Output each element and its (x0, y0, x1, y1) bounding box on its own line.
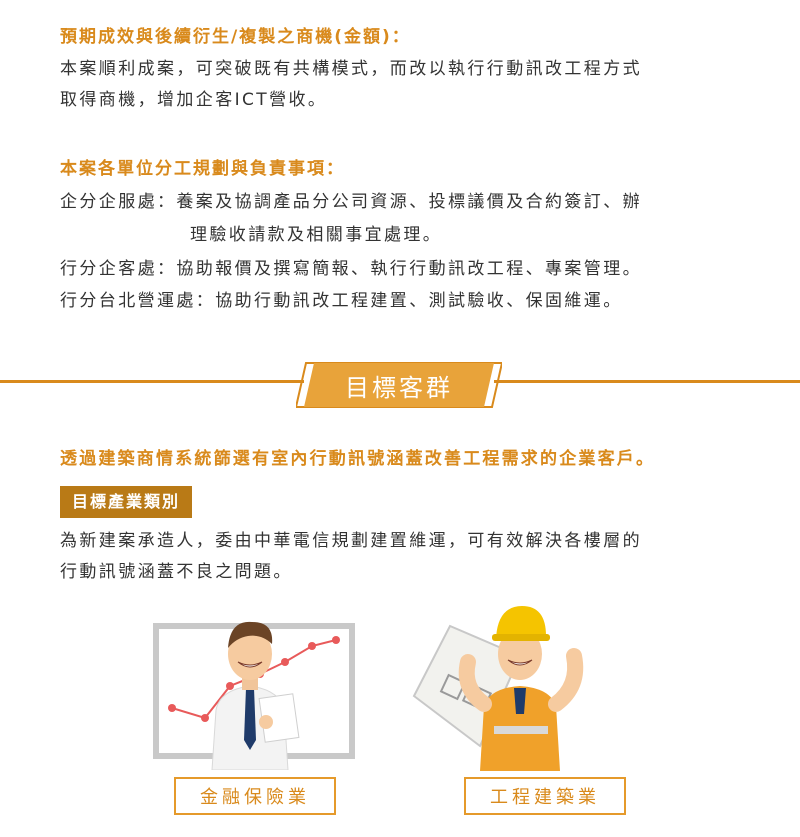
banner-line-left (0, 380, 304, 383)
target-text: 為新建案承造人，委由中華電信規劃建置維運，可有效解決各樓層的 行動訊號涵蓋不良之… (60, 526, 642, 588)
construction-worker-illustration (412, 606, 584, 771)
duty-row-2: 行分企客處：協助報價及撰寫簡報、執行行動訊改工程、專案管理。 (60, 254, 642, 279)
target-line-2: 行動訊號涵蓋不良之問題。 (60, 562, 293, 582)
target-summary: 透過建築商情系統篩選有室內行動訊號涵蓋改善工程需求的企業客戶。 (60, 449, 656, 469)
duty-row-1-cont: 理驗收請款及相關事宜處理。 (190, 225, 443, 245)
duty-row-3: 行分台北營運處：協助行動訊改工程建置、測試驗收、保固維運。 (60, 286, 623, 311)
duty-unit-2: 行分企客處： (60, 259, 177, 279)
card-construction-label: 工程建築業 (464, 777, 626, 815)
target-line-1: 為新建案承造人，委由中華電信規劃建置維運，可有效解決各樓層的 (60, 531, 642, 551)
outcome-heading: 預期成效與後續衍生/複製之商機(金額)： (60, 27, 411, 47)
duty-row-1: 企分企服處：養案及協調產品分公司資源、投標議價及合約簽訂、辦 (60, 187, 642, 212)
duties-heading: 本案各單位分工規劃與負責事項： (60, 159, 345, 179)
duty-unit-3: 行分台北營運處： (60, 291, 216, 311)
section-banner: 目標客群 (294, 360, 504, 410)
target-industry-tag: 目標產業類別 (60, 486, 193, 518)
outcome-line-1: 本案順利成案，可突破既有共構模式，而改以執行行動訊改工程方式 (60, 59, 642, 79)
duty-text-3: 協助行動訊改工程建置、測試驗收、保固維運。 (215, 291, 623, 311)
banner-title: 目標客群 (345, 373, 453, 402)
duty-text-2: 協助報價及撰寫簡報、執行行動訊改工程、專案管理。 (176, 259, 643, 279)
outcome-text: 本案順利成案，可突破既有共構模式，而改以執行行動訊改工程方式 取得商機，增加企客… (60, 54, 642, 116)
businessman-chart-illustration (153, 621, 355, 770)
duty-text-1: 養案及協調產品分公司資源、投標議價及合約簽訂、辦 (176, 192, 643, 212)
banner-shape (294, 362, 504, 408)
duty-unit-1: 企分企服處： (60, 192, 177, 212)
banner-line-right (494, 380, 800, 383)
card-finance-label: 金融保險業 (174, 777, 336, 815)
outcome-line-2: 取得商機，增加企客ICT營收。 (60, 90, 328, 110)
